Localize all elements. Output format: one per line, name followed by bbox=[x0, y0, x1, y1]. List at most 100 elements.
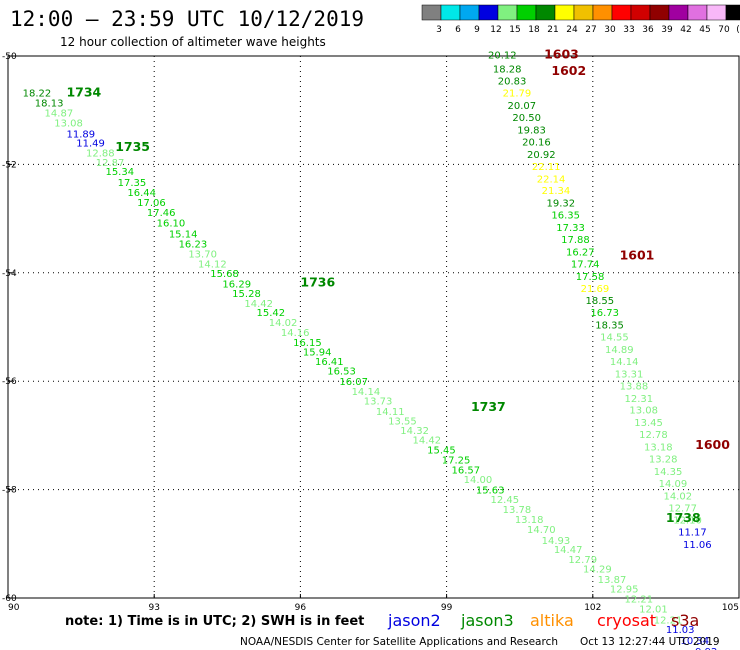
s3a-wave-height: 19.83 bbox=[517, 126, 546, 137]
s3a-wave-height: 18.28 bbox=[493, 64, 522, 75]
x-tick-label: 96 bbox=[295, 603, 307, 613]
y-tick-label: -60 bbox=[2, 594, 17, 604]
jason3-wave-height: 14.00 bbox=[464, 475, 493, 486]
colorbar-label: 6 bbox=[455, 25, 461, 35]
wave-height-points: 18.2218.1314.8713.0811.8911.4912.8812.87… bbox=[23, 51, 718, 650]
pass-time-label: 1603 bbox=[544, 47, 579, 62]
jason3-wave-height: 14.32 bbox=[400, 426, 429, 437]
s3a-wave-height: 14.89 bbox=[605, 345, 634, 356]
jason3-wave-height: 16.57 bbox=[451, 465, 480, 476]
jason3-wave-height: 16.15 bbox=[293, 338, 322, 349]
plot-frame bbox=[7, 55, 740, 599]
colorbar-swatch bbox=[421, 4, 442, 21]
y-tick-label: -58 bbox=[2, 486, 17, 496]
s3a-wave-height: 13.88 bbox=[620, 381, 649, 392]
colorbar-label: 12 bbox=[490, 25, 501, 35]
pass-time-label: 1737 bbox=[471, 399, 506, 414]
s3a-wave-height: 14.09 bbox=[659, 479, 688, 490]
x-axis-ticks: 90 93 96 99 102 105 bbox=[7, 594, 740, 613]
satellite-legend: jason2 jason3 altika cryosat s3a bbox=[387, 611, 699, 630]
colorbar-swatch bbox=[630, 4, 651, 21]
jason3-wave-height: 11.03 bbox=[666, 625, 695, 636]
jason3-wave-height: 17.25 bbox=[442, 456, 471, 467]
x-tick-label: 105 bbox=[722, 603, 739, 613]
pass-time-label: 1734 bbox=[66, 85, 101, 100]
jason3-wave-height: 14.42 bbox=[412, 436, 441, 447]
jason3-wave-height: 10.34 bbox=[681, 636, 710, 647]
chart-subtitle: 12 hour collection of altimeter wave hei… bbox=[60, 35, 326, 49]
s3a-wave-height: 20.12 bbox=[488, 51, 517, 62]
colorbar-swatch bbox=[592, 4, 613, 21]
jason3-wave-height: 13.70 bbox=[188, 250, 217, 261]
s3a-wave-height: 18.35 bbox=[595, 321, 624, 332]
s3a-wave-height: 14.35 bbox=[654, 467, 683, 478]
jason3-wave-height: 13.55 bbox=[388, 417, 417, 428]
colorbar-label: 39 bbox=[661, 25, 673, 35]
y-tick-label: -50 bbox=[2, 52, 17, 62]
jason3-wave-height: 14.87 bbox=[45, 109, 74, 120]
colorbar-label: 33 bbox=[623, 25, 634, 35]
s3a-wave-height: 20.92 bbox=[527, 150, 556, 161]
s3a-wave-height: 21.34 bbox=[542, 186, 571, 197]
s3a-wave-height: 20.16 bbox=[522, 137, 551, 148]
s3a-wave-height: 12.10 bbox=[673, 516, 702, 527]
colorbar-label: 45 bbox=[699, 25, 710, 35]
colorbar-swatch bbox=[668, 4, 689, 21]
jason3-wave-height: 12.21 bbox=[654, 615, 683, 626]
s3a-wave-height: 12.77 bbox=[668, 503, 697, 514]
pass-time-label: 1602 bbox=[551, 63, 586, 78]
jason3-wave-height: 14.42 bbox=[244, 299, 273, 310]
satellite-legend-jason3: jason3 bbox=[460, 611, 514, 630]
chart-title: 12:00 – 23:59 UTC 10/12/2019 bbox=[10, 7, 364, 31]
jason3-wave-height: 15.94 bbox=[303, 348, 332, 359]
jason3-wave-height: 9.92 bbox=[695, 647, 717, 650]
jason3-wave-height: 14.70 bbox=[527, 525, 556, 536]
s3a-wave-height: 20.50 bbox=[512, 113, 541, 124]
colorbar-label: 9 bbox=[474, 25, 480, 35]
jason3-wave-height: 12.95 bbox=[610, 585, 639, 596]
colorbar-swatch bbox=[554, 4, 575, 21]
colorbar-swatch bbox=[440, 4, 461, 21]
jason3-wave-height: 16.29 bbox=[222, 279, 251, 290]
jason3-wave-height: 13.87 bbox=[598, 575, 627, 586]
colorbar-label: 70 bbox=[718, 25, 730, 35]
x-tick-label: 93 bbox=[148, 603, 159, 613]
jason3-wave-height: 18.22 bbox=[23, 89, 52, 100]
jason3-wave-height: 16.44 bbox=[127, 188, 156, 199]
jason3-wave-height: 12.01 bbox=[639, 605, 668, 616]
s3a-wave-height: 21.79 bbox=[503, 89, 532, 100]
y-tick-label: -52 bbox=[2, 160, 17, 170]
colorbar-label: 42 bbox=[680, 25, 691, 35]
colorbar-label: 30 bbox=[604, 25, 616, 35]
jason3-wave-height: 17.35 bbox=[118, 178, 147, 189]
s3a-wave-height: 17.58 bbox=[576, 272, 605, 283]
satellite-legend-cryosat: cryosat bbox=[597, 611, 656, 630]
colorbar-label: 21 bbox=[547, 25, 558, 35]
jason3-wave-height: 15.28 bbox=[232, 289, 261, 300]
jason3-wave-height: 12.45 bbox=[490, 495, 519, 506]
jason3-wave-height: 11.49 bbox=[76, 139, 105, 150]
jason3-wave-height: 13.08 bbox=[54, 118, 83, 129]
jason3-wave-height: 16.23 bbox=[179, 239, 208, 250]
jason3-wave-height: 15.63 bbox=[476, 485, 505, 496]
s3a-wave-height: 12.78 bbox=[639, 430, 668, 441]
s3a-wave-height: 14.55 bbox=[600, 333, 629, 344]
colorbar-swatch bbox=[706, 4, 727, 21]
jason3-wave-height: 16.41 bbox=[315, 357, 344, 368]
footer-credit: NOAA/NESDIS Center for Satellite Applica… bbox=[240, 636, 558, 648]
jason3-wave-height: 15.45 bbox=[427, 445, 456, 456]
satellite-legend-altika: altika bbox=[530, 611, 574, 630]
s3a-wave-height: 14.14 bbox=[610, 357, 639, 368]
colorbar-label: 24 bbox=[566, 25, 578, 35]
colorbar-swatch bbox=[611, 4, 632, 21]
colorbar-swatch bbox=[497, 4, 518, 21]
satellite-legend-jason2: jason2 bbox=[387, 611, 441, 630]
satellite-legend-s3a: s3a bbox=[671, 611, 699, 630]
s3a-wave-height: 13.31 bbox=[615, 369, 644, 380]
pass-time-label: 1738 bbox=[666, 510, 701, 525]
colorbar-swatch bbox=[459, 4, 480, 21]
s3a-wave-height: 17.33 bbox=[556, 223, 585, 234]
s3a-wave-height: 13.08 bbox=[629, 406, 658, 417]
